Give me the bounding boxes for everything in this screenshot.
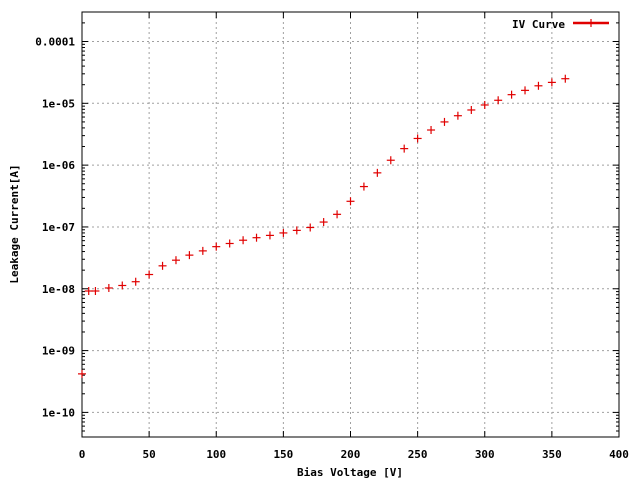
data-point [359, 182, 368, 191]
data-point [91, 287, 100, 296]
data-point [480, 100, 489, 109]
data-point [494, 96, 503, 105]
data-point [185, 251, 194, 260]
data-point [521, 86, 530, 95]
x-tick-label: 350 [542, 448, 562, 461]
x-tick-label: 250 [408, 448, 428, 461]
legend: IV Curve [512, 18, 609, 31]
y-axis-label: Leakage Current[A] [8, 164, 21, 283]
data-point [507, 90, 516, 99]
data-point [225, 239, 234, 248]
y-tick-label: 1e-09 [42, 345, 75, 358]
y-tick-label: 1e-08 [42, 283, 75, 296]
data-point [252, 233, 261, 242]
data-point [104, 283, 113, 292]
data-point [279, 228, 288, 237]
y-tick-label: 0.0001 [35, 35, 75, 48]
data-point [467, 105, 476, 114]
axis-ticks [81, 12, 620, 437]
x-tick-label: 200 [341, 448, 361, 461]
data-point [373, 168, 382, 177]
data-point [386, 156, 395, 165]
data-point [131, 277, 140, 286]
data-point [78, 369, 86, 378]
data-point [547, 78, 556, 87]
tick-labels: 0 50 100 150 200 250 300 350 400 1e-10 1e-09 1e-08 1… [35, 35, 629, 461]
data-point [158, 261, 167, 270]
data-point [292, 226, 301, 235]
data-point [319, 218, 328, 227]
data-point [561, 74, 570, 83]
data-point [534, 81, 543, 90]
data-point [427, 126, 436, 135]
data-point [440, 117, 449, 126]
x-tick-label: 400 [609, 448, 629, 461]
data-points [78, 74, 570, 378]
data-point [118, 281, 127, 290]
y-tick-label: 1e-10 [42, 406, 75, 419]
x-axis-label: Bias Voltage [V] [297, 466, 403, 479]
data-point [413, 134, 422, 143]
data-point [306, 223, 315, 232]
data-point [239, 236, 248, 245]
data-point [265, 231, 274, 240]
data-point [171, 256, 180, 265]
legend-label: IV Curve [512, 18, 565, 31]
x-tick-label: 300 [475, 448, 495, 461]
data-point [84, 287, 93, 296]
data-point [198, 246, 207, 255]
y-tick-label: 1e-05 [42, 97, 75, 110]
x-tick-label: 50 [143, 448, 156, 461]
data-point [400, 144, 409, 153]
data-point [453, 111, 462, 120]
data-point [145, 270, 154, 279]
x-tick-label: 100 [206, 448, 226, 461]
data-point [212, 242, 221, 251]
y-tick-label: 1e-07 [42, 221, 75, 234]
grid-lines [82, 12, 619, 437]
x-tick-label: 0 [79, 448, 86, 461]
y-tick-label: 1e-06 [42, 159, 75, 172]
data-point [346, 197, 355, 206]
data-point [333, 210, 342, 219]
x-tick-label: 150 [273, 448, 293, 461]
